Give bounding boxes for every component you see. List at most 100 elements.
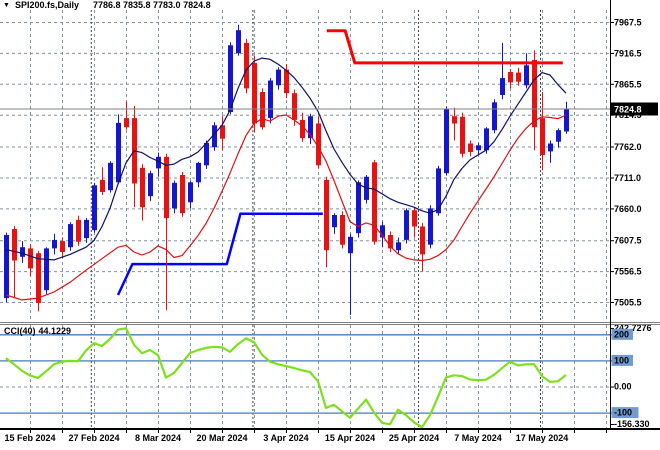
y-axis-label: 7607.5 xyxy=(614,236,642,246)
candle-body xyxy=(172,182,177,209)
candle-body xyxy=(268,80,273,119)
candle-body xyxy=(348,236,353,254)
chart-title-ohlc: 7786.8 7835.8 7783.0 7824.8 xyxy=(92,0,211,10)
cci-chart-area[interactable] xyxy=(0,325,610,428)
candle-body xyxy=(228,45,233,112)
price-axis-area[interactable] xyxy=(611,0,660,429)
resistance-step-line xyxy=(326,29,563,65)
candle-body xyxy=(380,225,385,238)
candle-body xyxy=(188,182,193,203)
candle-body xyxy=(460,116,465,154)
chart-title: SPI200.fs,Daily xyxy=(14,0,79,10)
cci-indicator-label: CCI(40) 44.1229 xyxy=(4,326,74,336)
candle-body xyxy=(316,123,321,166)
candle-body xyxy=(508,72,513,83)
candle-body xyxy=(548,143,553,152)
cci-line xyxy=(5,327,567,428)
candle-body xyxy=(180,175,185,214)
candle-body xyxy=(220,125,225,139)
cci-level-badge xyxy=(611,407,639,419)
candle-body xyxy=(428,208,433,245)
current-price-label: 7824.8 xyxy=(614,105,642,115)
cci-axis-label: 0.00 xyxy=(614,382,632,392)
candle-body xyxy=(476,145,481,151)
candle-body xyxy=(300,119,305,139)
candle-body xyxy=(28,248,33,269)
x-axis-label: 20 Mar 2024 xyxy=(196,433,247,443)
candle-body xyxy=(92,185,97,231)
candle-body xyxy=(524,65,529,86)
main-pane xyxy=(0,10,610,322)
candle-body xyxy=(244,42,249,89)
candle-body xyxy=(60,241,65,252)
y-axis-label: 7505.5 xyxy=(614,298,642,308)
candle-body xyxy=(44,248,49,291)
x-axis-label: 17 May 2024 xyxy=(516,433,569,443)
candle-body xyxy=(292,93,297,120)
symbol-dropdown-icon[interactable]: ▼ xyxy=(3,2,10,9)
cci-axis-label: -100 xyxy=(614,408,632,418)
y-axis-label: 7660.0 xyxy=(614,204,642,214)
x-axis-label: 15 Feb 2024 xyxy=(4,433,55,443)
candle-body xyxy=(148,173,153,197)
candle-body xyxy=(332,215,337,228)
candle-body xyxy=(196,162,201,183)
candle-body xyxy=(76,219,81,242)
y-axis-label: 7556.5 xyxy=(614,267,642,277)
candle-body xyxy=(100,179,105,192)
chart-title-bar: ▼ SPI200.fs,Daily 7786.8 7835.8 7783.0 782… xyxy=(3,0,211,11)
candle-body xyxy=(420,226,425,255)
candle-body xyxy=(108,162,113,191)
x-axis-label: 3 Apr 2024 xyxy=(263,433,308,443)
candle-body xyxy=(372,162,377,242)
candle-body xyxy=(4,235,9,299)
time-axis-area[interactable] xyxy=(0,430,660,450)
ma-fast-line xyxy=(5,57,567,261)
candle-body xyxy=(452,116,457,124)
candle-body xyxy=(556,130,561,142)
candle-body xyxy=(436,168,441,214)
candle-body xyxy=(12,229,17,261)
candle-body xyxy=(340,215,345,245)
candle-body xyxy=(84,219,89,239)
y-axis-label: 7762.0 xyxy=(614,142,642,152)
y-axis-label: 7865.5 xyxy=(614,79,642,89)
candles-layer xyxy=(4,24,569,315)
cci-value: 44.1229 xyxy=(38,326,72,336)
current-price-box xyxy=(611,102,658,116)
x-axis-label: 7 May 2024 xyxy=(454,433,502,443)
candle-body xyxy=(564,108,569,132)
candle-body xyxy=(308,116,313,139)
candle-body xyxy=(324,179,329,251)
candle-body xyxy=(356,182,361,234)
cci-axis-label: 100 xyxy=(614,355,629,365)
candle-body xyxy=(396,242,401,251)
candle-body xyxy=(116,122,121,183)
cci-level-badge xyxy=(611,328,633,340)
cci-axis-label: -156.330 xyxy=(614,419,650,429)
candle-body xyxy=(124,118,129,128)
candle-body xyxy=(156,156,161,169)
candle-body xyxy=(164,156,169,219)
ma-slow-line xyxy=(5,114,567,301)
candle-body xyxy=(468,143,473,152)
candle-body xyxy=(540,118,545,155)
candle-body xyxy=(412,210,417,227)
cci-axis-label: 200 xyxy=(614,329,629,339)
x-axis-label: 27 Feb 2024 xyxy=(68,433,119,443)
main-chart-area[interactable] xyxy=(0,10,610,322)
x-axis-label: 15 Apr 2024 xyxy=(325,433,375,443)
candle-body xyxy=(500,78,505,95)
cci-name: CCI(40) xyxy=(4,326,36,336)
cci-level-badge xyxy=(611,354,633,366)
cci-axis-label: 242.7276 xyxy=(614,323,652,333)
candle-body xyxy=(20,247,25,257)
candle-body xyxy=(212,125,217,148)
candle-body xyxy=(444,109,449,174)
candle-body xyxy=(252,62,257,124)
candle-body xyxy=(204,142,209,166)
y-axis-label: 7967.5 xyxy=(614,18,642,28)
